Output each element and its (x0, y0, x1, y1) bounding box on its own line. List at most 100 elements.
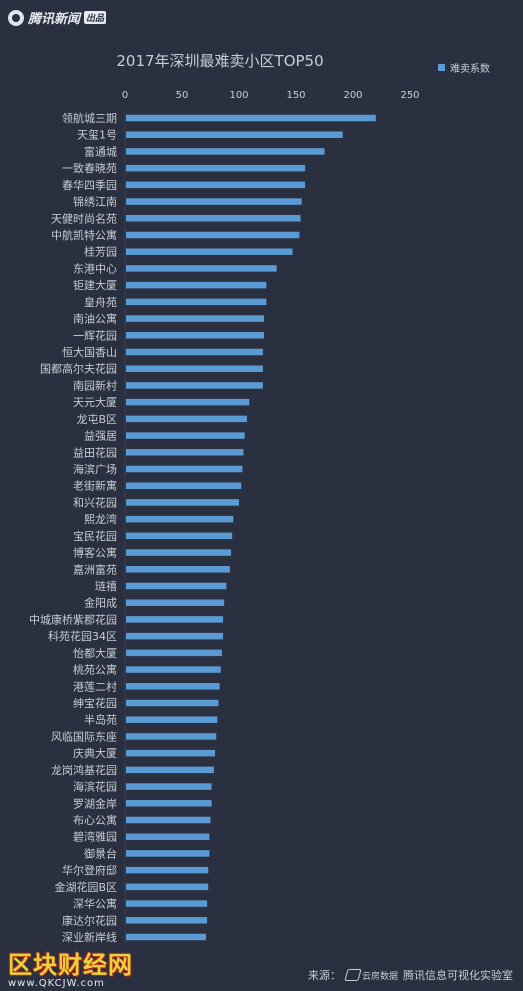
bar-10 (126, 281, 267, 289)
category-label-33: 桃苑公寓 (73, 663, 117, 677)
category-label-8: 桂芳园 (84, 245, 117, 259)
watermark: 区块财经网 www.QKCJW.com (8, 952, 133, 989)
bar-8 (126, 248, 293, 255)
bar-22 (126, 482, 242, 489)
bar-48 (126, 917, 208, 924)
category-label-3: 一致春晓苑 (62, 161, 117, 175)
x-tick-label-5: 250 (400, 90, 419, 101)
category-label-13: 一辉花园 (73, 329, 117, 342)
chart-legend: 难卖系数 (438, 60, 490, 75)
category-label-15: 国都高尔夫花园 (40, 362, 117, 376)
bar-9 (126, 265, 277, 272)
bar-41 (126, 800, 212, 807)
category-label-6: 天健时尚名苑 (51, 211, 117, 225)
category-label-37: 风临国际东座 (51, 729, 117, 743)
category-label-46: 金湖花园B区 (54, 880, 117, 894)
category-label-43: 碧湾雅园 (73, 830, 117, 844)
bar-19 (126, 432, 245, 439)
category-label-27: 嘉洲富苑 (73, 562, 117, 576)
category-label-17: 天元大厦 (73, 395, 117, 409)
category-label-12: 南油公寓 (73, 312, 117, 326)
watermark-url: www.QKCJW.com (8, 978, 105, 989)
bar-34 (126, 683, 220, 690)
bar-3 (126, 164, 306, 172)
category-label-49: 深业新岸线 (62, 930, 117, 944)
bar-44 (126, 850, 210, 857)
brand-tag: 出品 (84, 11, 107, 24)
category-label-41: 罗湖金岸 (73, 796, 117, 810)
bar-36 (126, 716, 218, 723)
category-label-24: 熙龙湾 (84, 512, 117, 526)
bar-14 (126, 348, 263, 356)
category-label-31: 科苑花园34区 (48, 629, 117, 643)
x-tick-label-0: 0 (122, 90, 128, 101)
bar-43 (126, 833, 210, 840)
watermark-title: 区块财经网 (8, 951, 133, 979)
category-label-23: 和兴花园 (73, 496, 117, 509)
legend-swatch (438, 64, 445, 71)
category-label-26: 博客公寓 (73, 546, 117, 560)
category-label-11: 皇舟苑 (84, 295, 117, 309)
category-label-32: 怡都大厦 (73, 646, 117, 660)
bar-33 (126, 666, 221, 673)
category-label-4: 春华四季园 (62, 178, 117, 192)
category-label-39: 龙岗鸿基花园 (51, 763, 117, 777)
category-label-14: 恒大国香山 (62, 345, 117, 359)
category-label-48: 康达尔花园 (62, 913, 117, 927)
bar-18 (126, 415, 247, 423)
category-label-28: 琏禧 (95, 579, 117, 593)
category-label-16: 南园新村 (73, 378, 117, 392)
bar-15 (126, 365, 263, 372)
bar-26 (126, 549, 232, 556)
bar-35 (126, 699, 219, 707)
x-tick-label-2: 100 (229, 90, 248, 101)
category-label-22: 老街新寓 (73, 479, 117, 493)
bar-37 (126, 733, 217, 740)
bar-27 (126, 566, 230, 573)
lab-credit: 腾讯信息可视化实验室 (403, 969, 513, 982)
tencent-news-logo-icon (8, 9, 24, 26)
bar-38 (126, 749, 216, 757)
category-label-7: 中航凯特公寓 (51, 228, 117, 242)
brand-header: 腾讯新闻 出品 (8, 8, 107, 27)
category-label-21: 海滨广场 (73, 462, 117, 476)
bar-40 (126, 783, 212, 790)
category-label-1: 天玺1号 (77, 129, 117, 142)
bar-25 (126, 532, 233, 540)
bar-17 (126, 398, 250, 406)
bar-30 (126, 616, 224, 623)
bar-45 (126, 866, 209, 874)
category-label-47: 深华公寓 (73, 897, 117, 911)
category-label-44: 御景台 (84, 846, 117, 860)
bar-42 (126, 816, 211, 824)
bar-11 (126, 298, 267, 306)
bar-13 (126, 332, 265, 339)
legend-label: 难卖系数 (450, 64, 490, 75)
x-tick-label-4: 200 (343, 90, 362, 101)
bar-29 (126, 599, 225, 606)
category-label-2: 富通城 (84, 144, 117, 158)
bar-47 (126, 900, 208, 907)
bar-32 (126, 649, 222, 657)
category-label-40: 海滨花园 (73, 780, 117, 794)
source-logo-text: 云房数据 (361, 971, 398, 982)
bar-49 (126, 933, 206, 941)
brand-name: 腾讯新闻 (28, 12, 81, 27)
category-label-36: 半岛苑 (84, 713, 117, 727)
category-label-42: 布心公寓 (73, 813, 117, 827)
x-tick-label-3: 150 (286, 90, 305, 101)
bar-23 (126, 499, 239, 506)
category-label-9: 东港中心 (73, 262, 117, 275)
bar-39 (126, 766, 214, 774)
bar-5 (126, 198, 302, 205)
bar-46 (126, 883, 209, 891)
category-label-30: 中城康桥紫郡花园 (29, 612, 117, 626)
category-label-18: 龙屯B区 (76, 413, 117, 426)
bar-7 (126, 231, 300, 239)
bar-20 (126, 449, 244, 456)
bar-24 (126, 515, 234, 523)
bar-21 (126, 465, 243, 473)
footer-credit: 来源： 云房数据 腾讯信息可视化实验室 (308, 967, 513, 983)
bar-4 (126, 181, 306, 189)
